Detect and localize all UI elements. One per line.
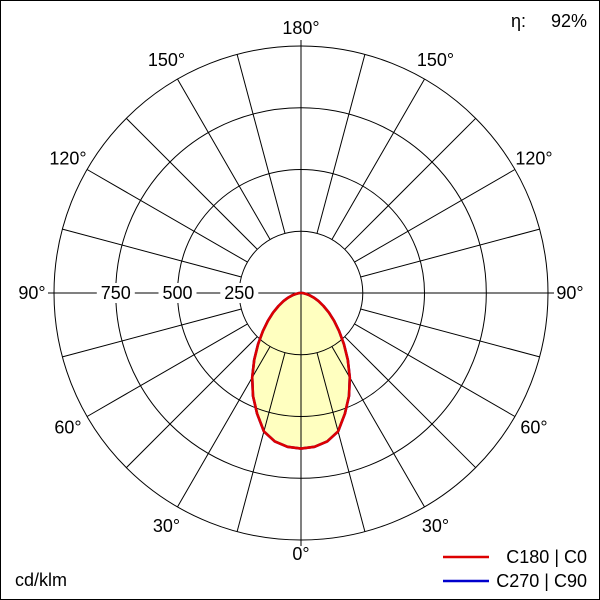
polar-grid-layer [48,40,554,546]
axis-label-layer: 250 500 750 0° 30° 30° 60° 60° 90° 90° 120° 120° 150… [18,18,583,564]
ring-label: 250 [224,283,254,303]
intensity-curve [250,291,352,450]
angle-label: 120° [515,149,552,169]
angle-label: 150° [417,50,454,70]
intensity-curve-layer [250,291,352,450]
ring-label: 500 [162,283,192,303]
grid-spoke [331,78,425,240]
angle-label: 180° [282,18,319,38]
grid-spoke [236,54,286,234]
legend: C180 | C0 C270 | C90 [443,547,587,591]
angle-label: 30° [422,516,449,536]
angle-label: 60° [520,418,547,438]
grid-spoke [125,117,258,250]
grid-spoke [177,346,271,508]
grid-spoke [354,323,516,417]
grid-spoke [125,336,258,469]
grid-spoke [316,54,366,234]
ring-label-bg [158,283,197,303]
angle-label: 120° [49,149,86,169]
units-label: cd/klm [15,570,67,590]
ring-label-bg [96,283,135,303]
grid-spoke [86,169,248,263]
legend-label-c270-c90: C270 | C90 [496,571,587,591]
grid-spoke [360,308,540,358]
grid-spoke [236,352,286,532]
grid-spoke [344,117,477,250]
angle-label: 30° [153,516,180,536]
grid-spoke [354,169,516,263]
angle-label: 0° [292,544,309,564]
grid-spoke [62,228,242,278]
grid-spoke [316,352,366,532]
efficiency-value: 92% [551,11,587,31]
legend-label-c180-c0: C180 | C0 [506,547,587,567]
angle-label: 150° [148,50,185,70]
angle-label: 90° [556,283,583,303]
ring-label: 750 [101,283,131,303]
efficiency-symbol: η: [511,11,526,31]
angle-label: 90° [18,283,45,303]
grid-spoke [331,346,425,508]
grid-spoke [62,308,242,358]
ring-label-bg [220,283,259,303]
grid-spoke [177,78,271,240]
grid-spoke [344,336,477,469]
grid-spoke [360,228,540,278]
grid-spoke [86,323,248,417]
angle-label: 60° [54,418,81,438]
